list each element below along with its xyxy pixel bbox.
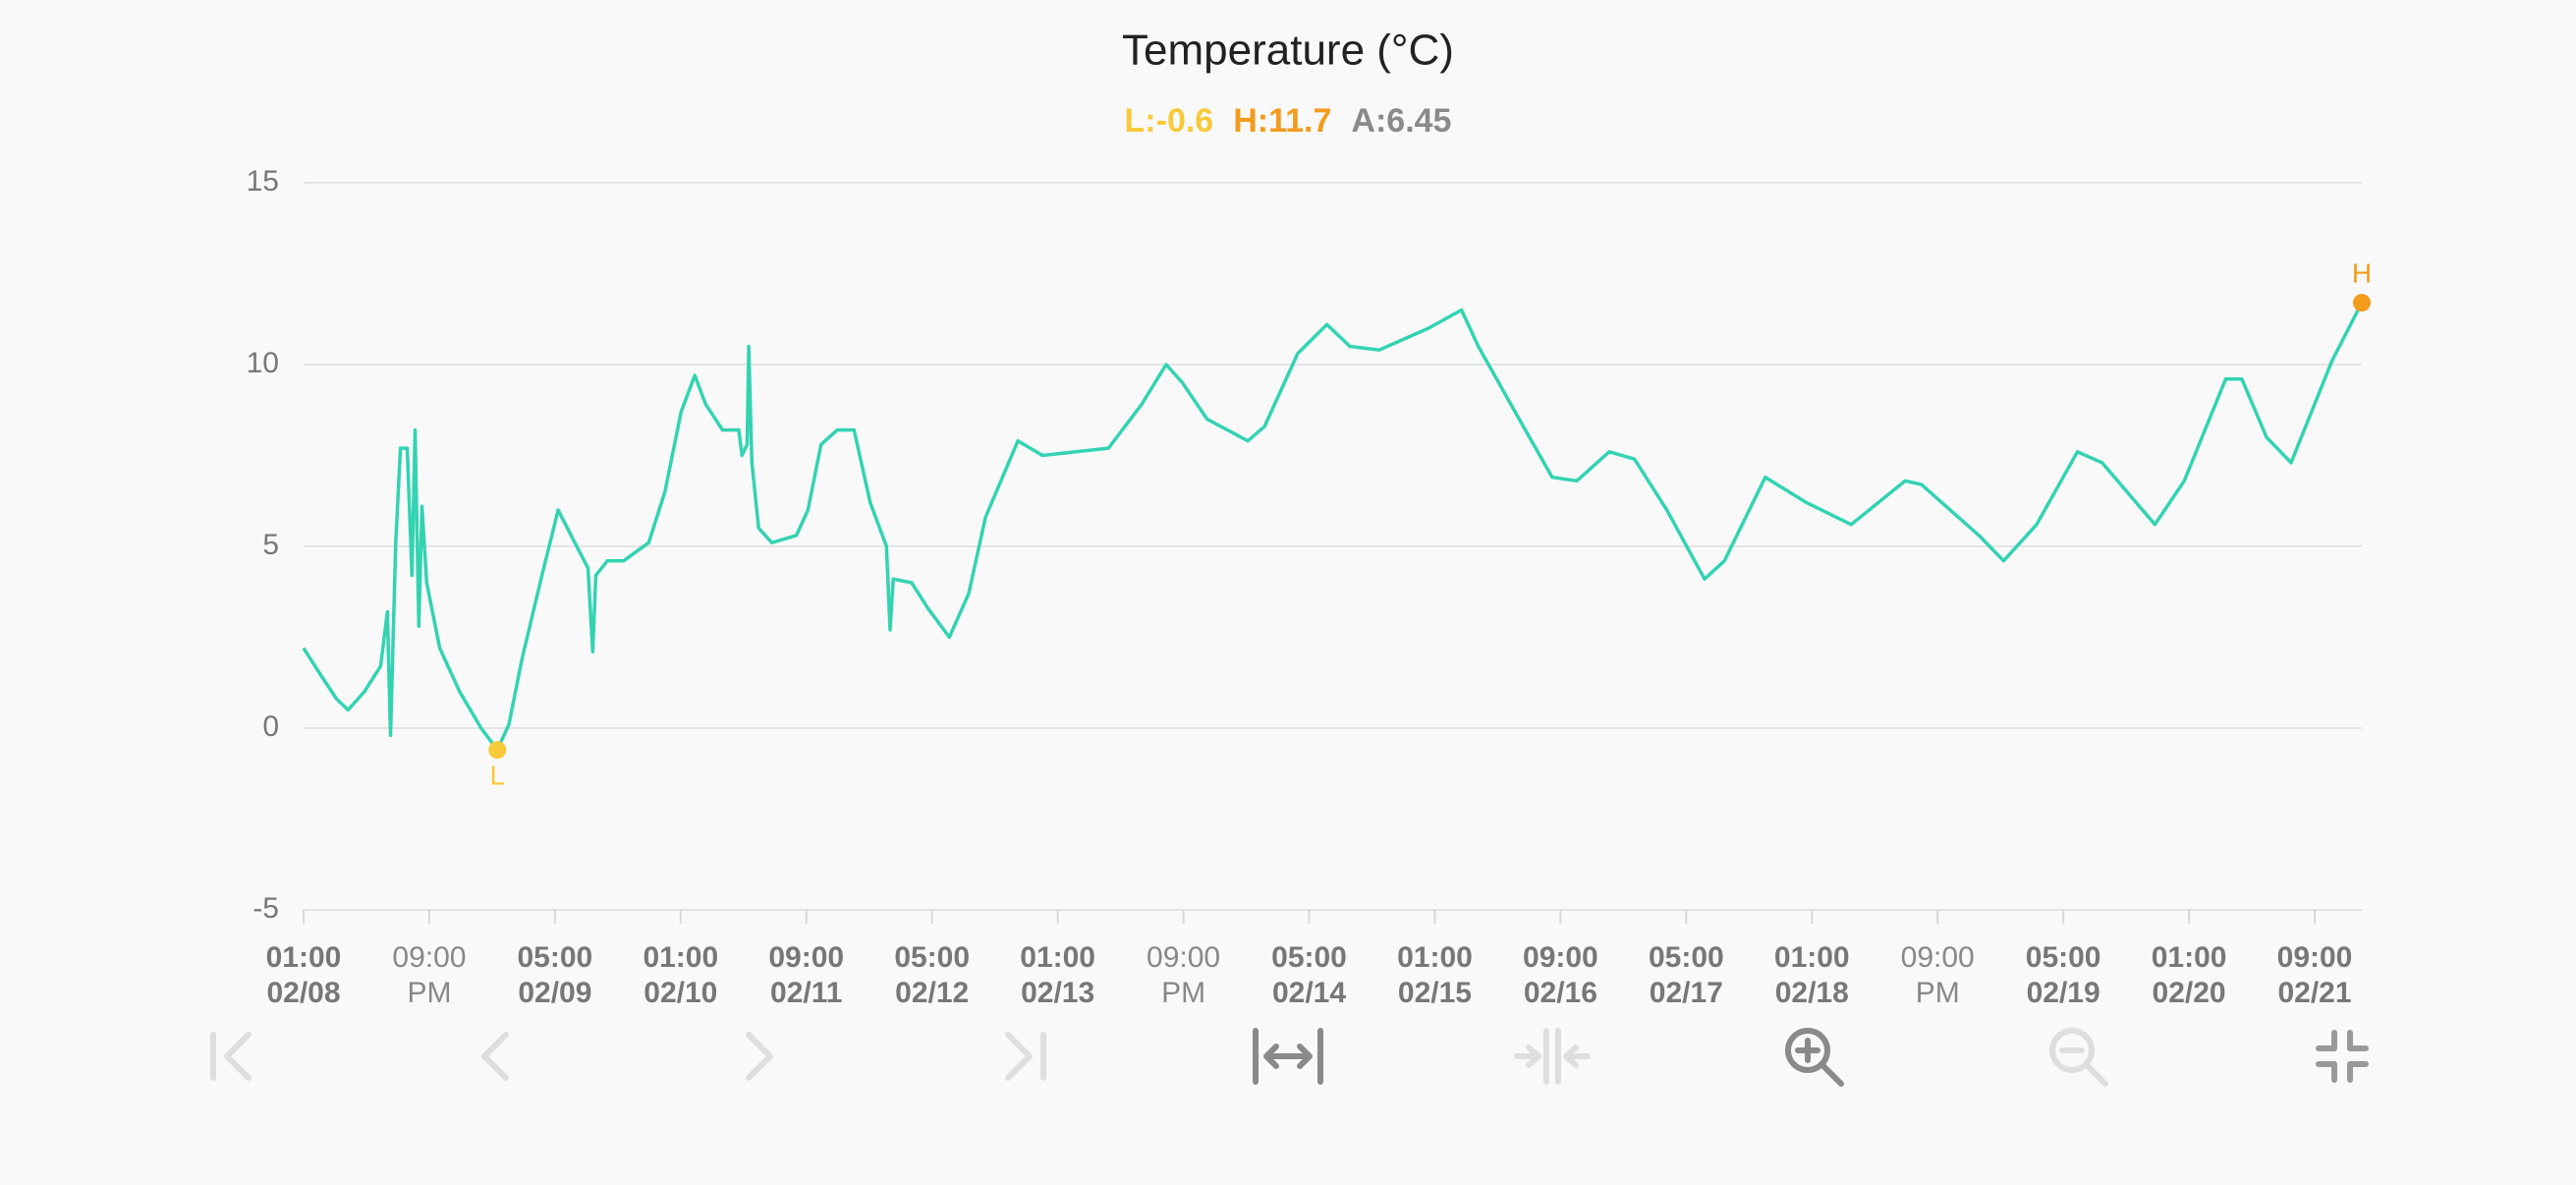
x-tick-label: 02/09 bbox=[518, 977, 591, 1009]
y-tick-label: 0 bbox=[262, 710, 279, 743]
x-tick-label: 01:00 bbox=[643, 941, 718, 974]
x-tick-label: 09:00 bbox=[1523, 941, 1598, 974]
marker-label: H bbox=[2352, 257, 2372, 288]
compress-button[interactable] bbox=[1514, 1028, 1591, 1085]
x-tick-label: 02/18 bbox=[1775, 977, 1849, 1009]
x-tick-label: 09:00 bbox=[392, 941, 466, 974]
x-tick-label: 02/11 bbox=[770, 977, 842, 1009]
x-tick-label: 02/10 bbox=[644, 977, 717, 1009]
x-tick-label: 05:00 bbox=[1649, 941, 1724, 974]
x-tick-label: 09:00 bbox=[2277, 941, 2353, 974]
summary-item: L:-0.6 bbox=[1125, 102, 1214, 140]
x-tick-label: 05:00 bbox=[894, 941, 970, 974]
x-tick-label: 02/16 bbox=[1524, 977, 1597, 1009]
chart-title: Temperature (°C) bbox=[1122, 27, 1454, 75]
next-button[interactable] bbox=[746, 1032, 773, 1081]
x-tick-label: 05:00 bbox=[518, 941, 593, 974]
extreme-marker bbox=[488, 741, 507, 760]
toolbar bbox=[210, 1028, 2369, 1087]
x-tick-label: PM bbox=[1161, 977, 1205, 1009]
x-tick-label: 01:00 bbox=[2152, 941, 2227, 974]
y-tick-label: 5 bbox=[262, 529, 279, 561]
first-button[interactable] bbox=[210, 1032, 252, 1081]
marker-label: L bbox=[489, 761, 505, 791]
summary: L:-0.6 H:11.7 A:6.45 bbox=[1125, 102, 1452, 140]
extreme-marker bbox=[2353, 294, 2371, 312]
zoom-out-button[interactable] bbox=[2049, 1028, 2108, 1087]
summary-item: A:6.45 bbox=[1351, 102, 1451, 140]
x-tick-label: PM bbox=[407, 977, 451, 1009]
x-tick-label: PM bbox=[1916, 977, 1960, 1009]
x-tick-label: 01:00 bbox=[1397, 941, 1473, 974]
x-tick-label: 09:00 bbox=[1901, 941, 1975, 974]
x-tick-label: 02/13 bbox=[1021, 977, 1094, 1009]
x-tick-label: 09:00 bbox=[768, 941, 844, 974]
previous-button[interactable] bbox=[481, 1032, 509, 1081]
collapse-button[interactable] bbox=[2316, 1030, 2369, 1083]
x-tick-label: 02/15 bbox=[1398, 977, 1472, 1009]
x-tick-label: 02/21 bbox=[2277, 977, 2351, 1009]
y-tick-label: -5 bbox=[252, 892, 279, 925]
x-tick-label: 02/08 bbox=[266, 977, 340, 1009]
x-tick-label: 02/14 bbox=[1272, 977, 1346, 1009]
x-tick-label: 02/17 bbox=[1650, 977, 1723, 1009]
x-tick-label: 05:00 bbox=[1271, 941, 1347, 974]
fit-button[interactable] bbox=[1253, 1028, 1323, 1085]
x-tick-label: 01:00 bbox=[266, 941, 342, 974]
summary-item: H:11.7 bbox=[1233, 102, 1331, 140]
last-button[interactable] bbox=[1005, 1032, 1046, 1081]
x-tick-label: 02/19 bbox=[2027, 977, 2100, 1009]
x-tick-label: 05:00 bbox=[2026, 941, 2101, 974]
x-tick-label: 01:00 bbox=[1020, 941, 1095, 974]
zoom-in-button[interactable] bbox=[1785, 1028, 1844, 1087]
x-tick-label: 09:00 bbox=[1147, 941, 1220, 974]
series-line bbox=[302, 302, 2364, 752]
x-tick-label: 02/20 bbox=[2153, 977, 2226, 1009]
y-tick-label: 10 bbox=[247, 347, 279, 379]
x-tick-label: 02/12 bbox=[895, 977, 969, 1009]
y-tick-label: 15 bbox=[247, 165, 279, 198]
x-tick-label: 01:00 bbox=[1774, 941, 1850, 974]
